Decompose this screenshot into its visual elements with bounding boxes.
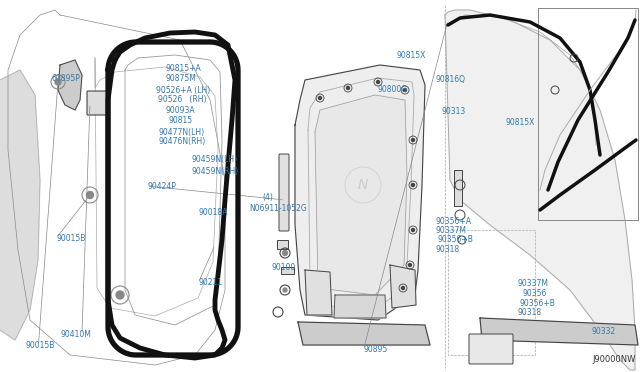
Text: 90318: 90318: [435, 245, 460, 254]
Text: 90477N(LH): 90477N(LH): [159, 128, 205, 137]
Text: 90459N(RH): 90459N(RH): [192, 167, 239, 176]
Text: 90476N(RH): 90476N(RH): [159, 137, 206, 146]
Polygon shape: [445, 10, 635, 370]
Text: N: N: [358, 178, 368, 192]
Text: 90332: 90332: [592, 327, 616, 336]
Polygon shape: [480, 318, 638, 345]
Text: 60895P: 60895P: [51, 74, 80, 83]
Circle shape: [55, 79, 61, 85]
Text: 90337M: 90337M: [517, 279, 548, 288]
Text: 90424P: 90424P: [147, 182, 176, 190]
Text: 90815+A: 90815+A: [165, 64, 201, 73]
Text: J90000NW: J90000NW: [593, 355, 636, 364]
Text: 90018A: 90018A: [198, 208, 228, 217]
Circle shape: [403, 89, 406, 92]
Text: 90410M: 90410M: [61, 330, 92, 339]
FancyBboxPatch shape: [87, 91, 107, 115]
Circle shape: [283, 288, 287, 292]
Text: 90211: 90211: [198, 278, 223, 287]
Text: 90895: 90895: [364, 345, 388, 354]
Text: 90800G: 90800G: [378, 85, 408, 94]
Text: 90815: 90815: [168, 116, 193, 125]
Circle shape: [412, 138, 415, 141]
Text: 90356+B: 90356+B: [520, 299, 556, 308]
Polygon shape: [390, 265, 416, 308]
Text: 90337M: 90337M: [435, 226, 466, 235]
Circle shape: [412, 228, 415, 231]
Text: 90815X: 90815X: [397, 51, 426, 60]
Text: 90816Q: 90816Q: [435, 76, 465, 84]
Polygon shape: [298, 322, 430, 345]
Text: 90015B: 90015B: [26, 341, 55, 350]
Text: 90526+A (LH): 90526+A (LH): [156, 86, 211, 94]
Polygon shape: [295, 65, 425, 320]
Circle shape: [376, 80, 380, 83]
Polygon shape: [58, 60, 82, 110]
Text: 90875M: 90875M: [165, 74, 196, 83]
Text: 90318: 90318: [517, 308, 541, 317]
Polygon shape: [334, 295, 386, 318]
Circle shape: [412, 183, 415, 186]
Circle shape: [346, 87, 349, 90]
FancyBboxPatch shape: [469, 334, 513, 364]
Text: 90356+A: 90356+A: [435, 217, 471, 226]
Polygon shape: [0, 70, 40, 340]
Text: 90815X: 90815X: [506, 118, 535, 127]
Text: N06911-1052G: N06911-1052G: [250, 204, 307, 213]
Text: (4): (4): [262, 193, 273, 202]
Circle shape: [116, 291, 124, 299]
Circle shape: [319, 96, 321, 99]
Circle shape: [401, 286, 404, 289]
FancyBboxPatch shape: [454, 170, 463, 205]
Text: 90093A: 90093A: [165, 106, 195, 115]
Polygon shape: [315, 95, 407, 295]
Text: 90015B: 90015B: [56, 234, 86, 243]
Circle shape: [408, 263, 412, 266]
FancyBboxPatch shape: [279, 154, 289, 231]
Polygon shape: [305, 270, 332, 315]
Text: 90459N(LH): 90459N(LH): [192, 155, 238, 164]
Circle shape: [282, 250, 287, 256]
Text: 90526   (RH): 90526 (RH): [158, 95, 207, 104]
Text: 90356+B: 90356+B: [438, 235, 474, 244]
FancyBboxPatch shape: [278, 240, 289, 248]
Circle shape: [86, 192, 93, 199]
Text: 90356: 90356: [522, 289, 547, 298]
Text: 90313: 90313: [442, 107, 466, 116]
FancyBboxPatch shape: [282, 267, 294, 275]
Text: 90100: 90100: [272, 263, 296, 272]
